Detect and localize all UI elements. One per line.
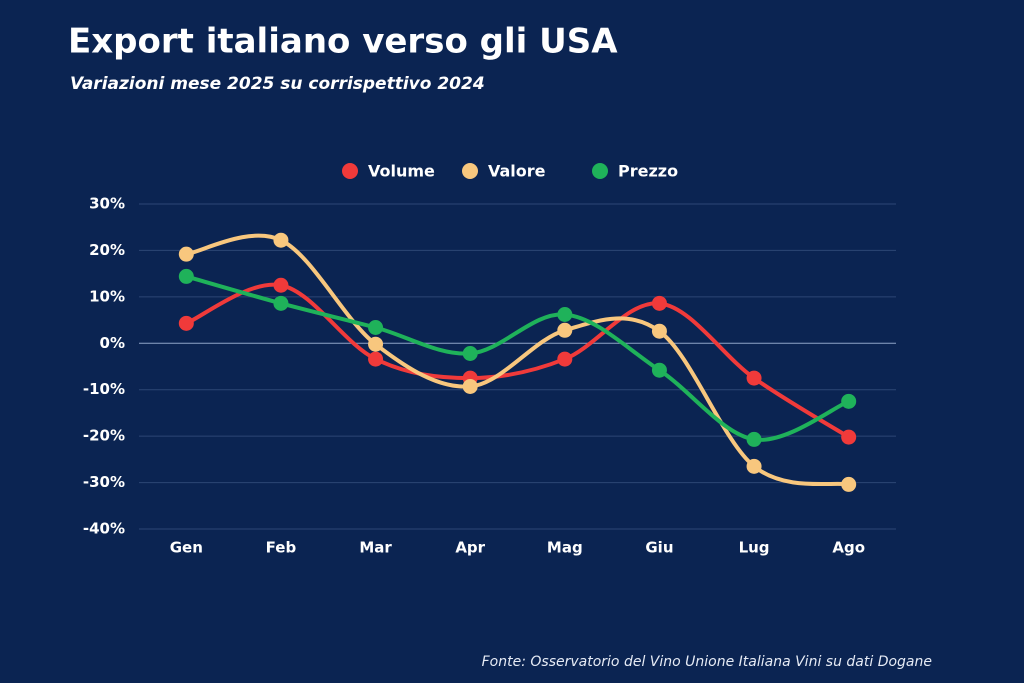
data-point bbox=[368, 351, 384, 367]
legend-marker bbox=[592, 163, 608, 179]
series-line bbox=[184, 282, 851, 440]
data-point bbox=[746, 431, 762, 447]
x-tick-label: Mar bbox=[359, 539, 392, 557]
legend-marker bbox=[342, 163, 358, 179]
y-tick-label: -20% bbox=[83, 427, 125, 445]
y-tick-label: -30% bbox=[83, 473, 125, 491]
data-point bbox=[651, 295, 667, 311]
data-point bbox=[651, 362, 667, 378]
data-point bbox=[178, 246, 194, 262]
x-tick-label: Apr bbox=[455, 539, 485, 557]
y-tick-label: 30% bbox=[89, 195, 125, 213]
chart-subtitle: Variazioni mese 2025 su corrispettivo 20… bbox=[70, 74, 485, 94]
x-tick-label: Mag bbox=[547, 539, 583, 557]
chart-title: Export italiano verso gli USA bbox=[68, 22, 618, 62]
y-tick-label: -10% bbox=[83, 380, 125, 398]
y-tick-label: 0% bbox=[100, 334, 125, 352]
data-point bbox=[557, 307, 573, 322]
x-tick-label: Lug bbox=[739, 539, 770, 557]
series-line bbox=[184, 274, 851, 442]
legend-label: Prezzo bbox=[618, 162, 678, 181]
y-tick-label: 10% bbox=[89, 287, 125, 305]
x-tick-label: Ago bbox=[832, 539, 865, 557]
data-point bbox=[368, 336, 384, 352]
data-point bbox=[841, 393, 857, 409]
data-point bbox=[178, 315, 194, 331]
x-tick-label: Giu bbox=[645, 539, 673, 557]
x-tick-label: Feb bbox=[266, 539, 297, 557]
data-point bbox=[841, 476, 857, 492]
data-point bbox=[557, 351, 573, 367]
legend-label: Valore bbox=[488, 162, 546, 181]
data-point bbox=[746, 458, 762, 474]
legend-marker bbox=[462, 163, 478, 179]
data-point bbox=[178, 268, 194, 284]
series-line bbox=[184, 233, 851, 487]
data-point bbox=[462, 346, 478, 361]
data-point bbox=[651, 323, 667, 339]
data-point bbox=[557, 322, 573, 338]
data-point bbox=[273, 295, 289, 311]
data-point bbox=[273, 232, 289, 248]
source-note: Fonte: Osservatorio del Vino Unione Ital… bbox=[482, 654, 932, 670]
x-tick-label: Gen bbox=[170, 539, 203, 557]
data-point bbox=[841, 429, 857, 445]
data-point bbox=[462, 378, 478, 394]
y-tick-label: -40% bbox=[83, 520, 125, 538]
data-point bbox=[273, 277, 289, 293]
data-point bbox=[368, 320, 384, 335]
y-tick-label: 20% bbox=[89, 241, 125, 259]
data-point bbox=[746, 370, 762, 386]
legend-label: Volume bbox=[368, 162, 435, 181]
